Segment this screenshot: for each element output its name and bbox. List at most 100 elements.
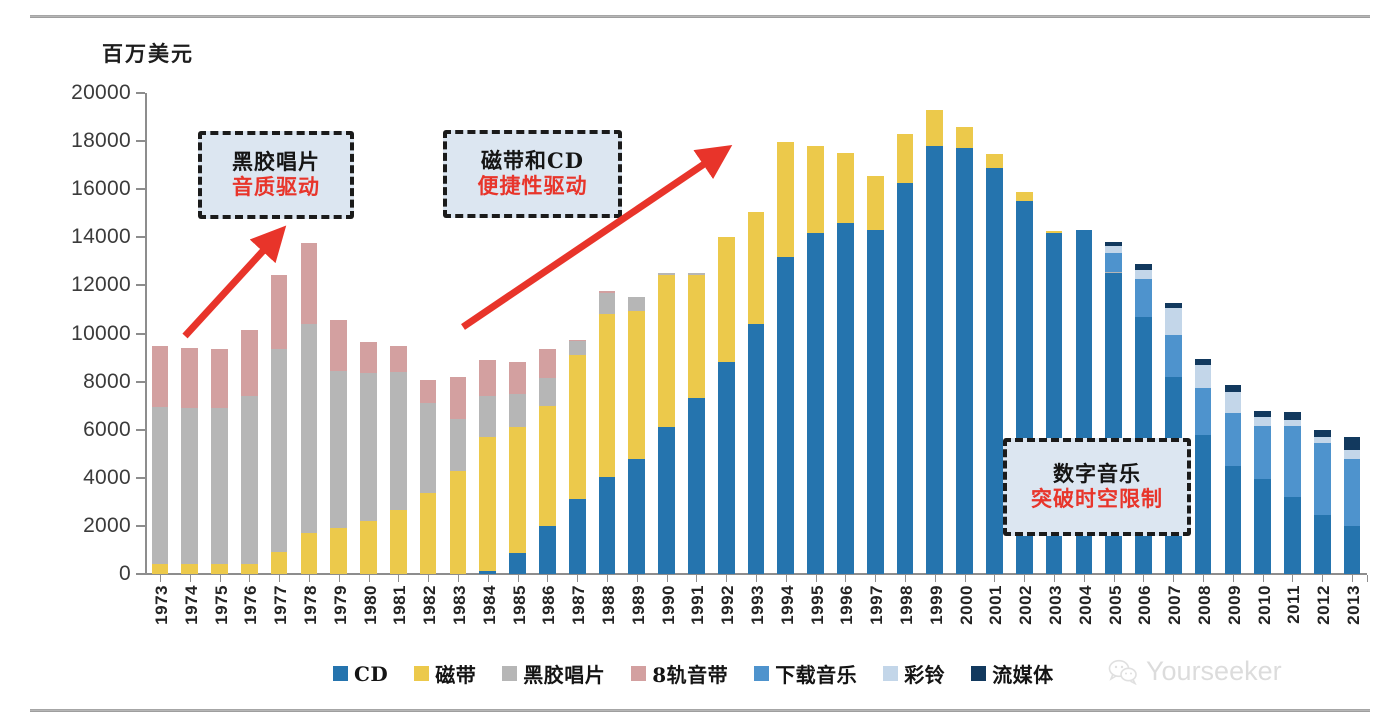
- bar-segment: [449, 470, 467, 574]
- bar-segment: [1284, 411, 1301, 421]
- bar-segment: [896, 133, 914, 184]
- legend-item[interactable]: 磁带: [414, 659, 476, 688]
- bar-segment: [300, 323, 318, 534]
- bar-column: [896, 133, 914, 574]
- x-tick-label: 1975: [211, 585, 231, 625]
- x-tick-label: 1997: [867, 585, 887, 625]
- bar-column: [717, 237, 735, 574]
- bar-segment: [1284, 420, 1301, 427]
- bar-column: [330, 320, 348, 574]
- bar-segment: [1045, 231, 1063, 233]
- legend-item[interactable]: 8轨音带: [631, 659, 728, 688]
- bar-segment: [539, 378, 556, 406]
- x-axis-ticks: [145, 575, 1368, 585]
- bar-segment: [300, 243, 318, 324]
- legend-swatch: [333, 666, 348, 681]
- x-tick-label: 2002: [1016, 585, 1036, 625]
- y-tick-mark: [136, 524, 145, 527]
- bar-column: [539, 349, 556, 574]
- bar-segment: [509, 393, 526, 428]
- y-tick-label: 10000: [71, 321, 131, 345]
- x-tick-label: 1988: [598, 585, 618, 625]
- x-tick-mark: [1024, 575, 1026, 582]
- legend-item[interactable]: 下载音乐: [754, 659, 857, 688]
- x-tick-label: 1987: [569, 585, 589, 625]
- bar-segment: [807, 145, 824, 233]
- legend-label: 下载音乐: [775, 663, 858, 687]
- bar-segment: [211, 348, 228, 409]
- bar-segment: [986, 154, 1003, 168]
- bar-column: [598, 291, 616, 574]
- legend-label: CD: [354, 661, 389, 686]
- y-axis-unit-label: 百万美元: [102, 41, 194, 66]
- bar-segment: [1164, 334, 1182, 377]
- y-tick-mark: [136, 236, 145, 239]
- legend-label: 彩铃: [904, 663, 946, 687]
- bar-segment: [509, 427, 526, 554]
- x-tick-mark: [577, 575, 579, 582]
- bar-segment: [389, 510, 407, 574]
- bar-segment: [270, 274, 288, 350]
- x-tick-mark: [1322, 575, 1324, 582]
- bar-segment: [1284, 497, 1301, 574]
- y-tick-mark: [136, 573, 145, 575]
- y-axis-line: [145, 93, 147, 574]
- bar-segment: [240, 329, 258, 397]
- x-tick-mark: [219, 575, 221, 582]
- legend-item[interactable]: CD: [333, 662, 388, 686]
- bar-segment: [777, 256, 795, 574]
- x-tick-label: 1981: [390, 585, 410, 625]
- bar-segment: [449, 376, 467, 419]
- watermark: Yourseeker: [1108, 656, 1282, 687]
- bar-segment: [1164, 303, 1182, 309]
- legend-item[interactable]: 黑胶唱片: [502, 659, 605, 688]
- bar-segment: [270, 349, 288, 552]
- x-tick-mark: [1173, 575, 1175, 582]
- x-tick-mark: [159, 575, 161, 582]
- legend-item[interactable]: 流媒体: [971, 659, 1054, 688]
- bar-segment: [658, 274, 675, 427]
- y-tick-label: 0: [119, 562, 131, 585]
- legend-item[interactable]: 彩铃: [883, 659, 945, 688]
- y-tick-label: 20000: [71, 81, 131, 104]
- x-tick-mark: [189, 575, 191, 582]
- y-tick-label: 12000: [71, 273, 131, 297]
- y-tick-label: 8000: [83, 369, 131, 393]
- bar-segment: [807, 232, 824, 574]
- x-tick-mark: [1232, 575, 1234, 582]
- x-tick-label: 2001: [986, 585, 1006, 625]
- bar-segment: [240, 563, 258, 574]
- x-tick-label: 2003: [1046, 585, 1066, 625]
- x-tick-mark: [606, 575, 608, 582]
- bar-segment: [598, 314, 616, 478]
- x-tick-mark: [964, 575, 966, 582]
- x-tick-label: 1990: [658, 585, 678, 625]
- bar-segment: [747, 323, 765, 574]
- x-tick-mark: [994, 575, 996, 582]
- x-tick-mark: [666, 575, 668, 582]
- bar-column: [360, 341, 377, 574]
- bar-segment: [211, 564, 228, 574]
- bar-segment: [1105, 252, 1122, 273]
- bar-column: [300, 243, 318, 574]
- bar-segment: [1194, 434, 1212, 574]
- bar-segment: [1343, 525, 1361, 574]
- bar-segment: [717, 237, 735, 363]
- y-axis-ticks: 20000 18000 16000 14000 12000 10000 8000 6000 40…: [0, 81, 145, 585]
- bar-segment: [598, 292, 616, 315]
- x-tick-label: 1991: [688, 585, 708, 625]
- bar-column: [389, 345, 407, 574]
- y-tick-mark: [136, 284, 145, 287]
- x-tick-mark: [636, 575, 638, 582]
- y-tick-mark: [136, 188, 145, 191]
- x-tick-label: 1992: [718, 585, 738, 625]
- bar-segment: [628, 458, 646, 574]
- bar-column: [1254, 410, 1272, 574]
- bar-segment: [449, 418, 467, 471]
- x-tick-label: 2004: [1075, 585, 1095, 625]
- annotation-vinyl-line2: 音质驱动: [232, 174, 320, 199]
- bar-segment: [151, 406, 169, 565]
- x-tick-label: 1982: [420, 585, 440, 625]
- x-tick-label: 2009: [1224, 585, 1244, 625]
- y-tick-mark: [136, 140, 145, 143]
